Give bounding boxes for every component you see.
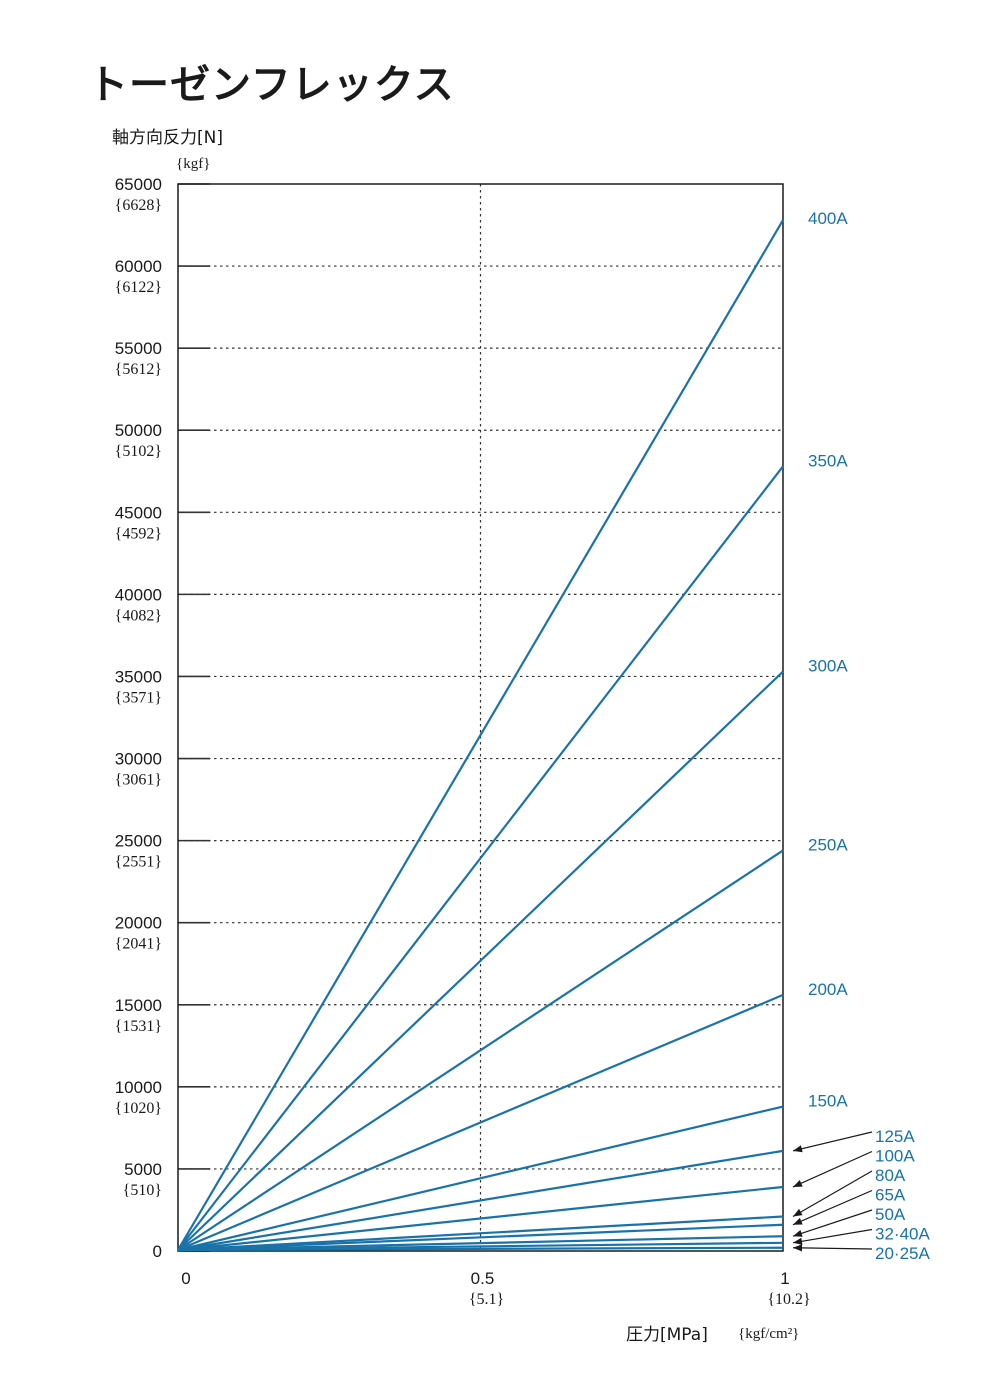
x-tick-label: 1 <box>780 1269 789 1288</box>
series-label: 80A <box>875 1166 906 1185</box>
y-axis-label: 軸方向反力[N] <box>112 128 223 148</box>
y-tick-sub-label: {6122} <box>115 279 162 296</box>
x-tick-sub-label: {10.2} <box>767 1291 810 1308</box>
x-tick-label: 0.5 <box>471 1269 495 1288</box>
series-label: 50A <box>875 1205 906 1224</box>
series-line <box>177 1149 784 1252</box>
series-label: 350A <box>808 451 848 470</box>
y-tick-sub-label: {3061} <box>115 772 162 789</box>
series-layer <box>177 219 784 1252</box>
series-line <box>177 1246 784 1252</box>
label-leader-arrowhead <box>793 1244 803 1252</box>
series-line <box>177 1223 784 1252</box>
series-line <box>177 849 784 1251</box>
y-tick-sub-label: {5102} <box>115 443 162 460</box>
y-tick-label: 60000 <box>115 257 162 276</box>
label-leader-arrowhead <box>793 1145 803 1153</box>
label-leader-line <box>792 1170 873 1218</box>
label-leader-arrowhead <box>793 1229 803 1237</box>
y-tick-label: 0 <box>153 1242 162 1261</box>
series-label: 250A <box>808 835 848 854</box>
y-tick-sub-label: {3571} <box>115 689 162 706</box>
y-tick-sub-label: {4592} <box>115 525 162 542</box>
y-tick-sub-label: {1531} <box>115 1018 162 1035</box>
series-line <box>177 1215 784 1252</box>
y-tick-label: 45000 <box>115 503 162 522</box>
label-leader-line <box>792 1189 873 1226</box>
label-leader-arrowhead <box>793 1217 803 1225</box>
series-label: 300A <box>808 657 848 676</box>
series-label: 125A <box>875 1127 915 1146</box>
y-tick-sub-label: {5612} <box>115 361 162 378</box>
label-leader-arrowhead <box>793 1180 803 1187</box>
series-label: 32·40A <box>875 1225 930 1244</box>
series-line <box>177 670 784 1251</box>
y-tick-label: 25000 <box>115 832 162 851</box>
x-tick-label: 0 <box>181 1269 190 1288</box>
y-tick-sub-label: {1020} <box>115 1100 162 1117</box>
series-line <box>177 1105 784 1252</box>
label-leader-line <box>792 1247 873 1250</box>
y-axis-sub-label: {kgf} <box>176 156 210 172</box>
y-tick-sub-label: {6628} <box>115 197 162 214</box>
y-tick-label: 65000 <box>115 175 162 194</box>
y-tick-label: 15000 <box>115 996 162 1015</box>
y-tick-sub-label: {4082} <box>115 607 162 624</box>
series-label: 65A <box>875 1186 906 1205</box>
series-label-layer: 400A 350A 300A 250A 200A 150A 125A100A80A65A50… <box>792 209 930 1263</box>
label-leader-arrowhead <box>793 1208 803 1217</box>
label-leader-arrowhead <box>793 1237 803 1245</box>
x-tick-sub-label: {5.1} <box>469 1291 504 1308</box>
label-leader-line <box>792 1131 873 1152</box>
tick-layer: 0 5000 {510} 10000 {1020} 15000 {1531} 20000 {20… <box>115 175 811 1308</box>
series-label: 150A <box>808 1092 848 1111</box>
x-axis-label: 圧力[MPa] <box>626 1325 708 1345</box>
label-leader-line <box>792 1209 873 1237</box>
series-label: 400A <box>808 209 848 228</box>
label-leader-line <box>792 1228 873 1244</box>
y-tick-label: 10000 <box>115 1078 162 1097</box>
y-tick-label: 40000 <box>115 585 162 604</box>
plot-frame <box>177 183 784 1252</box>
series-line <box>177 465 784 1251</box>
y-tick-label: 30000 <box>115 750 162 769</box>
series-label: 100A <box>875 1147 915 1166</box>
page-title: トーゼンフレックス <box>88 62 455 108</box>
y-tick-label: 55000 <box>115 339 162 358</box>
y-tick-sub-label: {2041} <box>115 936 162 953</box>
series-label: 20·25A <box>875 1244 930 1263</box>
y-tick-label: 35000 <box>115 667 162 686</box>
label-leader-line <box>792 1150 873 1188</box>
y-tick-label: 20000 <box>115 914 162 933</box>
series-line <box>177 1185 784 1252</box>
series-line <box>177 993 784 1252</box>
series-line <box>177 219 784 1251</box>
y-tick-label: 50000 <box>115 421 162 440</box>
series-label: 200A <box>808 980 848 999</box>
y-tick-sub-label: {510} <box>123 1182 162 1199</box>
grid-layer <box>178 183 783 1252</box>
x-axis-sub-label: {kgf/cm²} <box>738 1326 799 1342</box>
y-tick-sub-label: {2551} <box>115 854 162 871</box>
y-tick-label: 5000 <box>124 1160 162 1179</box>
